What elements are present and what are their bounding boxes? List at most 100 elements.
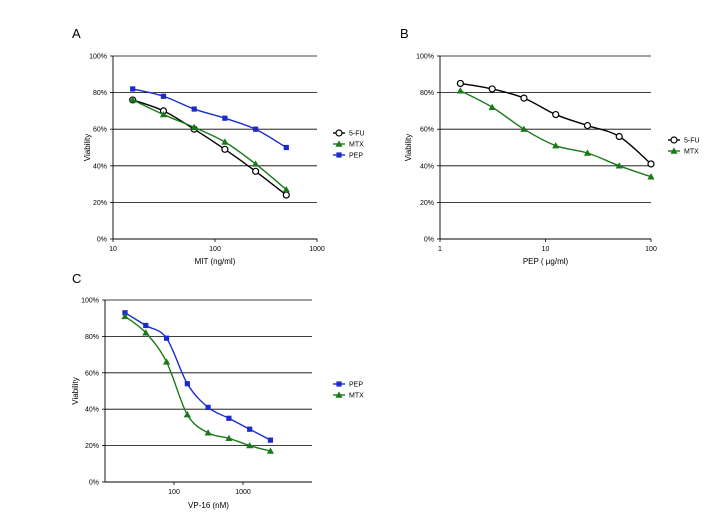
data-point	[282, 185, 290, 193]
data-point	[251, 160, 260, 167]
series-mtx	[456, 87, 655, 180]
y-tick-label: 100%	[89, 54, 107, 61]
data-point	[143, 322, 149, 329]
legend-entry: 5-FU	[668, 136, 700, 145]
data-point	[190, 123, 198, 131]
data-point	[552, 142, 560, 149]
data-point	[221, 145, 229, 153]
legend-label: MTX	[349, 393, 364, 400]
data-point	[520, 125, 528, 132]
data-point	[283, 144, 289, 151]
data-point	[282, 191, 290, 199]
series-mtx	[121, 312, 275, 454]
x-tick-label: 1	[438, 246, 442, 253]
data-point	[160, 93, 167, 99]
chart-panel-b: B 0% 20% 40% 60% 80% 100% 1 10 100 PEP ( μg/ml) Via…	[400, 26, 700, 266]
data-point	[122, 310, 128, 316]
data-point	[222, 115, 228, 121]
y-tick-label: 20%	[420, 200, 434, 207]
y-axis-label: Viability	[83, 134, 92, 161]
y-tick-label: 80%	[420, 90, 434, 97]
data-point	[647, 160, 655, 168]
y-tick-label: 40%	[420, 163, 434, 170]
y-tick-label: 20%	[85, 443, 99, 450]
x-tick-label: 10	[109, 246, 117, 253]
data-point	[162, 358, 171, 365]
legend-entry: MTX	[333, 391, 364, 400]
series-line	[132, 88, 287, 149]
x-tick-label: 100	[209, 246, 221, 253]
legend-marker	[336, 381, 342, 387]
x-tick-label: 1000	[309, 246, 325, 253]
data-point	[488, 103, 496, 110]
legend-label: MTX	[684, 149, 699, 156]
legend-label: 5-FU	[349, 131, 365, 138]
y-tick-label: 60%	[93, 127, 107, 134]
y-tick-label: 0%	[424, 237, 434, 244]
data-point	[266, 447, 275, 454]
y-tick-label: 0%	[89, 480, 99, 487]
legend-label: MTX	[349, 142, 364, 149]
y-tick-label: 0%	[97, 237, 107, 244]
data-point	[204, 429, 212, 436]
legend-entry: MTX	[333, 140, 364, 149]
y-axis-label: Viability	[71, 377, 80, 404]
data-point	[520, 94, 528, 102]
data-point	[225, 434, 233, 442]
legend-marker	[335, 391, 343, 398]
legend-label: PEP	[349, 153, 363, 160]
x-tick-label: 10	[542, 246, 550, 253]
data-point	[552, 110, 560, 119]
y-axis-label: Viability	[404, 134, 413, 161]
x-tick-label: 1000	[235, 489, 251, 496]
series-line	[460, 90, 652, 178]
y-tick-label: 40%	[93, 163, 107, 170]
series-line	[460, 82, 652, 165]
data-point	[252, 126, 259, 132]
data-point	[615, 162, 623, 169]
legend-marker	[335, 140, 343, 147]
y-tick-label: 60%	[420, 127, 434, 134]
data-point	[583, 149, 592, 156]
series-5-fu	[456, 79, 655, 168]
data-point	[184, 381, 190, 387]
data-point	[130, 86, 136, 92]
x-tick-label: 100	[168, 489, 180, 496]
data-point	[226, 415, 232, 421]
series-5-fu	[129, 96, 290, 199]
chart-panel-a: A 0% 20% 40% 60% 80% 100% 10 100 1000 MIT (ng/ml) V…	[72, 26, 365, 266]
data-point	[142, 329, 150, 336]
data-point	[191, 106, 197, 112]
data-point	[456, 87, 464, 94]
data-point	[583, 121, 592, 130]
panel-letter: A	[72, 26, 81, 41]
data-point	[267, 437, 274, 443]
data-point	[615, 132, 623, 141]
panel-letter: C	[72, 271, 81, 286]
data-point	[251, 167, 260, 175]
panel-letter: B	[400, 26, 409, 41]
data-point	[488, 85, 496, 93]
data-point	[221, 138, 229, 145]
data-point	[121, 312, 129, 320]
y-tick-label: 40%	[85, 407, 99, 414]
series-mtx	[129, 96, 290, 193]
y-tick-label: 100%	[81, 298, 99, 305]
legend-marker	[336, 152, 342, 158]
data-point	[163, 335, 170, 341]
data-point	[129, 96, 137, 103]
data-point	[183, 411, 191, 418]
data-point	[246, 442, 254, 449]
y-tick-label: 60%	[85, 370, 99, 377]
legend-entry: 5-FU	[333, 129, 365, 138]
legend-entry: PEP	[333, 152, 363, 160]
y-tick-label: 80%	[85, 334, 99, 341]
y-tick-label: 20%	[93, 200, 107, 207]
series-pep	[130, 86, 289, 151]
x-tick-label: 100	[645, 246, 657, 253]
legend-label: PEP	[349, 382, 363, 389]
legend-entry: MTX	[668, 147, 699, 156]
legend-marker	[335, 129, 343, 137]
data-point	[159, 110, 168, 118]
